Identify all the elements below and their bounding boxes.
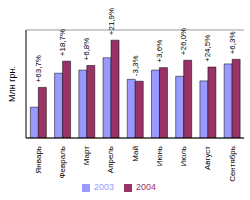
svg-text:+24,5%: +24,5% [203, 35, 212, 62]
svg-text:Апрель: Апрель [106, 146, 115, 173]
svg-text:Июнь: Июнь [155, 146, 164, 166]
html-text:2003: 2003 [94, 182, 114, 192]
svg-text:Млн грн.: Млн грн. [8, 66, 17, 102]
svg-text:Март: Март [82, 146, 91, 165]
html-text:2004: 2004 [136, 182, 156, 192]
svg-text:+21,9%: +21,9% [107, 8, 116, 35]
svg-text:-3,3%: -3,3% [131, 55, 140, 76]
svg-text:Август: Август [203, 146, 212, 170]
svg-text:+63,7%: +63,7% [34, 55, 43, 82]
svg-text:+6,8%: +6,8% [82, 38, 91, 61]
svg-text:+3,6%: +3,6% [155, 40, 164, 63]
svg-text:+18,7%: +18,7% [58, 29, 67, 56]
svg-text:Февраль: Февраль [58, 146, 67, 179]
svg-text:+26,0%: +26,0% [179, 28, 188, 55]
svg-text:Январь: Январь [34, 146, 43, 173]
svg-text:Июль: Июль [179, 146, 188, 166]
svg-text:+6,3%: +6,3% [228, 31, 237, 54]
svg-text:Сентябрь: Сентябрь [228, 146, 237, 182]
svg-text:Май: Май [131, 146, 140, 162]
